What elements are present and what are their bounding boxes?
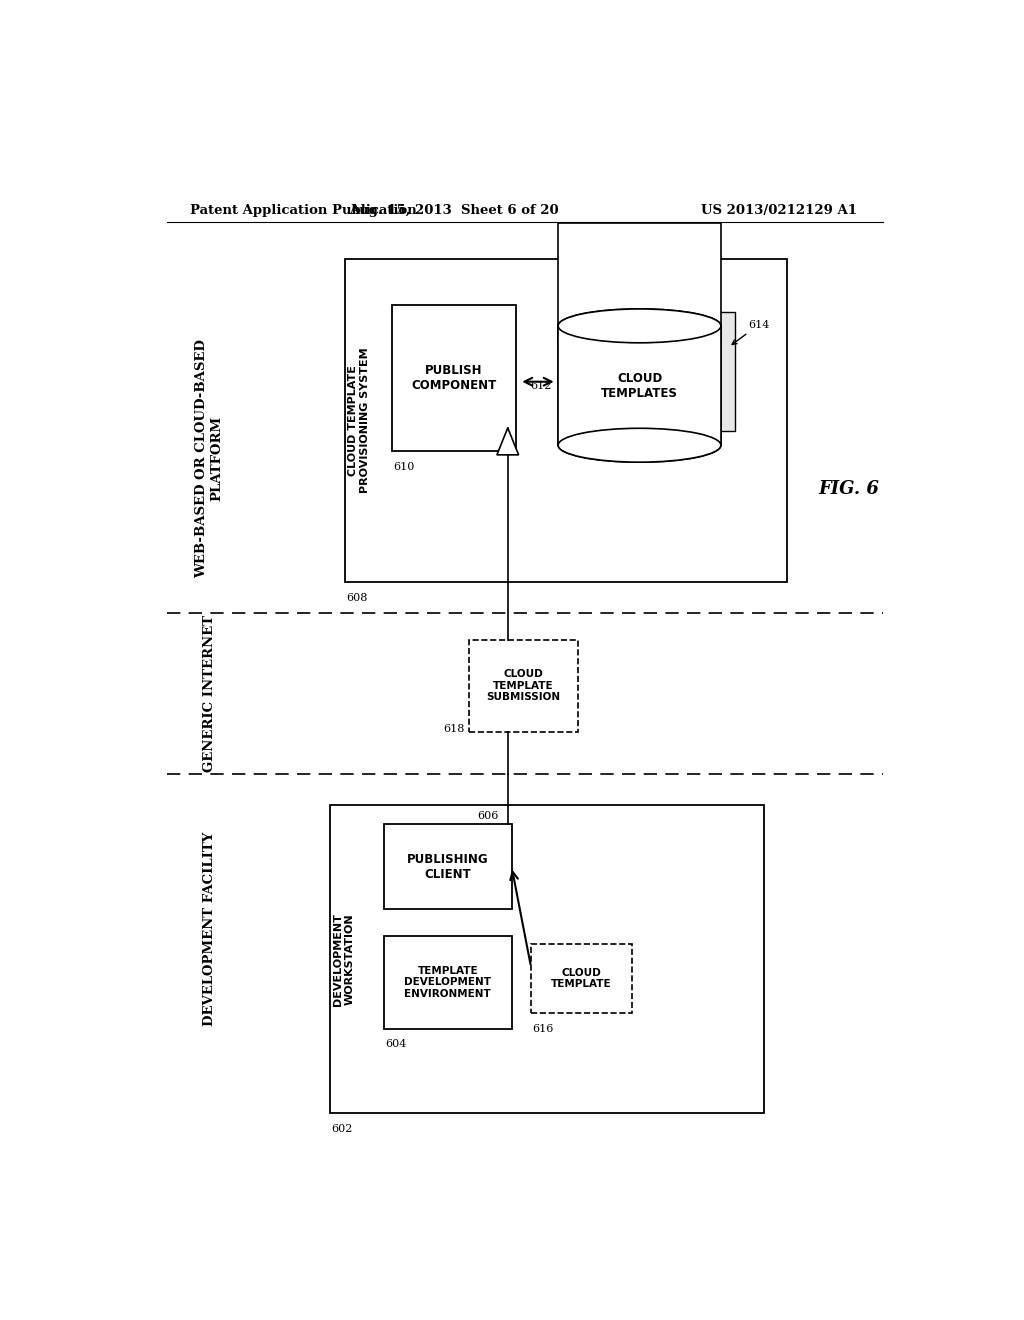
Text: CLOUD
TEMPLATE: CLOUD TEMPLATE <box>551 968 611 989</box>
Text: US 2013/0212129 A1: US 2013/0212129 A1 <box>701 205 857 218</box>
Text: 602: 602 <box>331 1125 352 1134</box>
Text: DEVELOPMENT FACILITY: DEVELOPMENT FACILITY <box>203 832 216 1026</box>
Text: 610: 610 <box>393 462 415 471</box>
Text: PUBLISHING
CLIENT: PUBLISHING CLIENT <box>407 853 488 880</box>
Text: 612: 612 <box>530 380 552 391</box>
Text: CLOUD TEMPLATE
PROVISIONING SYSTEM: CLOUD TEMPLATE PROVISIONING SYSTEM <box>348 347 370 492</box>
Bar <box>531 944 632 1014</box>
Text: 608: 608 <box>346 594 368 603</box>
Ellipse shape <box>558 428 721 462</box>
Bar <box>572 312 735 432</box>
Text: FIG. 6: FIG. 6 <box>818 480 880 499</box>
Bar <box>558 223 721 343</box>
Text: Aug. 15, 2013  Sheet 6 of 20: Aug. 15, 2013 Sheet 6 of 20 <box>349 205 558 218</box>
Bar <box>391 305 515 451</box>
Text: 616: 616 <box>532 1024 554 1034</box>
Bar <box>330 805 764 1113</box>
Text: PUBLISH
COMPONENT: PUBLISH COMPONENT <box>411 364 496 392</box>
Text: 614: 614 <box>732 319 769 345</box>
Text: DEVELOPMENT
WORKSTATION: DEVELOPMENT WORKSTATION <box>333 912 354 1006</box>
Bar <box>567 317 730 436</box>
Bar <box>384 936 512 1028</box>
Bar <box>558 326 721 445</box>
Ellipse shape <box>558 309 721 343</box>
Text: CLOUD
TEMPLATE
SUBMISSION: CLOUD TEMPLATE SUBMISSION <box>486 669 560 702</box>
Bar <box>384 825 512 909</box>
Text: 604: 604 <box>385 1039 407 1049</box>
Ellipse shape <box>558 428 721 462</box>
Text: GENERIC INTERNET: GENERIC INTERNET <box>203 615 216 772</box>
Text: Patent Application Publication: Patent Application Publication <box>190 205 417 218</box>
Ellipse shape <box>558 309 721 343</box>
Bar <box>563 321 726 441</box>
Text: TEMPLATE
DEVELOPMENT
ENVIRONMENT: TEMPLATE DEVELOPMENT ENVIRONMENT <box>404 966 492 999</box>
Text: WEB-BASED OR CLOUD-BASED
PLATFORM: WEB-BASED OR CLOUD-BASED PLATFORM <box>196 339 223 578</box>
Bar <box>469 640 578 733</box>
Polygon shape <box>497 428 518 455</box>
Text: 606: 606 <box>477 810 498 821</box>
Text: 618: 618 <box>443 725 465 734</box>
Bar <box>345 259 786 582</box>
Text: CLOUD
TEMPLATES: CLOUD TEMPLATES <box>601 371 678 400</box>
